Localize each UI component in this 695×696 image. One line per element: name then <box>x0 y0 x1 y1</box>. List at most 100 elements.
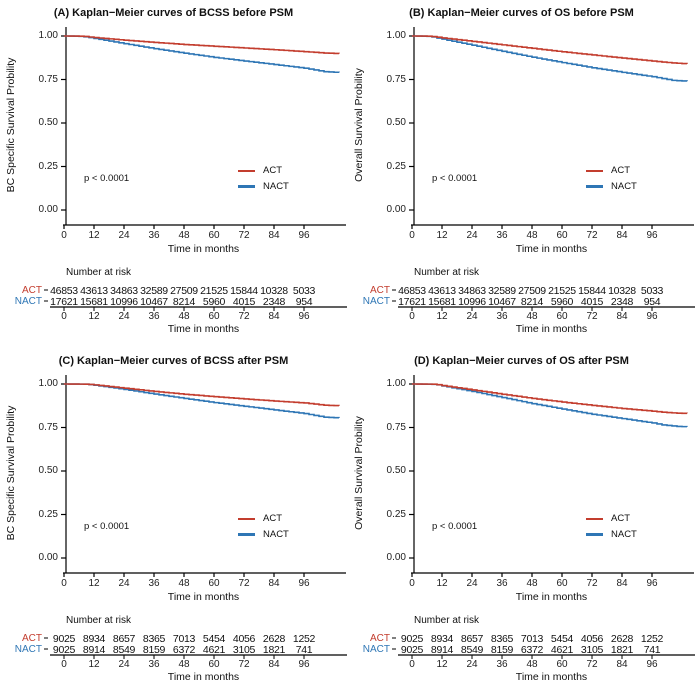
risk-count: 27509 <box>170 285 198 297</box>
panel-title: (B) Kaplan−Meier curves of OS before PSM <box>409 7 634 19</box>
x-tick-label: 0 <box>409 578 415 589</box>
act-line-swatch <box>586 517 603 520</box>
risk-count: 1252 <box>640 633 664 645</box>
risk-x-tick-label: 48 <box>178 311 190 322</box>
x-tick-label: 84 <box>268 578 280 589</box>
risk-row-label-nact: NACT <box>14 296 42 307</box>
risk-count: 2628 <box>262 633 286 645</box>
risk-count: 1821 <box>262 644 286 656</box>
x-tick-label: 48 <box>526 578 538 589</box>
risk-row-label-act: ACT <box>370 633 390 644</box>
risk-count: 9025 <box>400 644 424 656</box>
y-tick-label: 0.00 <box>38 204 58 215</box>
x-tick-label: 0 <box>409 230 415 241</box>
y-tick-label: 1.00 <box>38 30 58 41</box>
risk-table-header: Number at risk <box>66 267 132 278</box>
risk-x-tick-label: 0 <box>409 659 415 670</box>
risk-count: 2628 <box>610 633 634 645</box>
risk-x-tick-label: 84 <box>616 311 628 322</box>
km-curve-act <box>412 35 688 65</box>
x-tick-label: 24 <box>118 230 130 241</box>
legend-label-act: ACT <box>263 165 282 177</box>
risk-table-header: Number at risk <box>414 267 480 278</box>
y-tick-label: 0.50 <box>38 465 58 476</box>
risk-x-tick-label: 96 <box>298 311 310 322</box>
risk-count: 34863 <box>458 285 486 297</box>
risk-x-tick-label: 12 <box>436 311 448 322</box>
risk-count: 5033 <box>640 285 664 297</box>
risk-count: 27509 <box>518 285 546 297</box>
risk-count: 9025 <box>52 633 76 645</box>
risk-count: 8657 <box>460 633 484 645</box>
panel-B: (B) Kaplan−Meier curves of OS before PSM… <box>348 0 695 348</box>
risk-count: 7013 <box>172 633 196 645</box>
x-tick-label: 36 <box>148 578 160 589</box>
km-curve-act <box>64 35 340 55</box>
risk-x-tick-label: 0 <box>61 659 67 670</box>
legend-row-nact: NACT <box>238 527 289 543</box>
y-tick-label: 0.50 <box>386 465 406 476</box>
risk-x-tick-label: 96 <box>298 659 310 670</box>
risk-count: 8934 <box>430 633 454 645</box>
y-tick-label: 0.75 <box>386 421 406 433</box>
risk-count: 5960 <box>202 296 226 308</box>
risk-count: 32589 <box>488 285 516 297</box>
x-tick-label: 24 <box>466 578 478 589</box>
legend-row-nact: NACT <box>238 179 289 195</box>
y-tick-label: 0.75 <box>386 73 406 85</box>
x-tick-label: 60 <box>208 578 220 589</box>
panel-title: (A) Kaplan−Meier curves of BCSS before P… <box>53 7 294 19</box>
x-tick-label: 72 <box>238 578 250 589</box>
risk-count: 10996 <box>110 296 138 308</box>
risk-count: 10467 <box>140 296 168 308</box>
risk-count: 34863 <box>110 285 138 297</box>
risk-count: 15681 <box>428 296 456 308</box>
y-tick-label: 0.75 <box>38 73 58 85</box>
risk-x-tick-label: 36 <box>148 659 160 670</box>
risk-x-tick-label: 48 <box>178 659 190 670</box>
y-axis-label: Overall Survival Probility <box>353 416 365 530</box>
legend-label-nact: NACT <box>611 528 637 540</box>
risk-count: 1252 <box>292 633 316 645</box>
panel-D: (D) Kaplan−Meier curves of OS after PSM … <box>348 348 695 696</box>
risk-count: 3105 <box>232 644 256 656</box>
risk-count: 954 <box>643 296 661 308</box>
x-tick-label: 24 <box>118 578 130 589</box>
risk-table-header: Number at risk <box>414 615 480 626</box>
risk-x-tick-label: 48 <box>526 311 538 322</box>
p-value: p < 0.0001 <box>432 173 478 184</box>
legend-label-nact: NACT <box>263 528 289 540</box>
y-tick-label: 0.00 <box>386 204 406 215</box>
risk-x-tick-label: 72 <box>586 311 598 322</box>
risk-x-tick-label: 96 <box>646 659 658 670</box>
km-curve-nact <box>412 383 688 428</box>
risk-x-axis-label: Time in months <box>167 671 240 683</box>
risk-count: 46853 <box>398 285 426 297</box>
risk-count: 4056 <box>232 633 256 645</box>
risk-x-tick-label: 72 <box>238 659 250 670</box>
risk-count: 5033 <box>292 285 316 297</box>
x-tick-label: 24 <box>466 230 478 241</box>
legend-row-act: ACT <box>238 163 289 179</box>
risk-x-tick-label: 60 <box>556 659 568 670</box>
x-tick-label: 60 <box>556 230 568 241</box>
panel-C: (C) Kaplan−Meier curves of BCSS after PS… <box>0 348 347 696</box>
risk-x-tick-label: 96 <box>646 311 658 322</box>
x-axis-label: Time in months <box>515 243 588 255</box>
risk-x-axis-label: Time in months <box>167 323 240 335</box>
risk-x-tick-label: 24 <box>118 659 130 670</box>
x-axis-label: Time in months <box>167 243 240 255</box>
y-axis-label: Overall Survival Probility <box>353 68 365 182</box>
risk-count: 4621 <box>202 644 226 656</box>
x-tick-label: 36 <box>496 230 508 241</box>
panel-title: (C) Kaplan−Meier curves of BCSS after PS… <box>58 355 289 367</box>
risk-x-axis-label: Time in months <box>515 671 588 683</box>
y-tick-label: 0.25 <box>386 160 406 172</box>
y-tick-label: 1.00 <box>386 378 406 389</box>
risk-x-tick-label: 84 <box>268 659 280 670</box>
risk-count: 1821 <box>610 644 634 656</box>
risk-count: 8214 <box>520 296 544 308</box>
risk-row-label-act: ACT <box>370 285 390 296</box>
risk-count: 6372 <box>172 644 196 656</box>
